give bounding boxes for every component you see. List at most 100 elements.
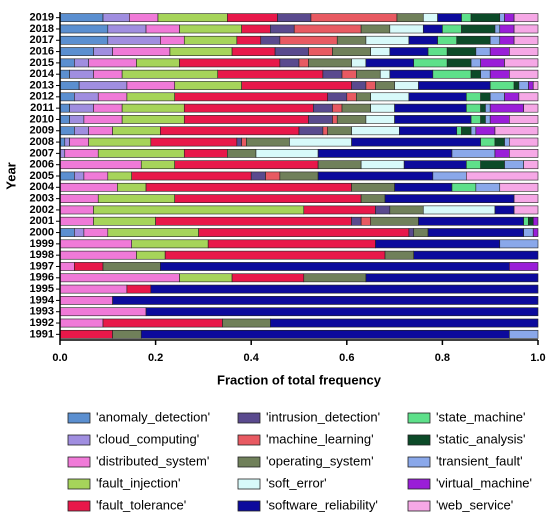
x-tick-label: 0.4 [244,352,260,364]
y-tick-label: 1994 [30,294,55,306]
bar-segment [174,81,242,90]
bar-segment [332,47,371,56]
bar-segment [59,103,70,113]
legend-label: 'soft_error' [266,475,327,490]
y-tick-label: 2018 [30,23,54,35]
bar-segment [140,329,510,339]
bar-segment [88,137,152,147]
bar-segment [465,103,481,113]
bar-segment [83,115,123,124]
bar-segment [74,228,85,237]
y-tick-label: 1992 [30,317,54,329]
bar-segment [365,115,395,124]
bar-segment [375,205,391,215]
bar-segment [513,194,539,203]
bar-segment [480,137,496,147]
y-tick-label: 2009 [30,125,54,137]
y-tick-label: 2007 [30,147,54,159]
bar-segment [480,69,491,79]
bar-segment [59,250,137,260]
bar-segment [370,47,391,56]
bar-segment [365,58,415,68]
legend-label: 'intrusion_detection' [266,409,380,424]
bar-segment [126,81,176,90]
legend-swatch [67,412,91,424]
bar-segment [427,228,524,237]
legend-label: 'state_machine' [436,409,526,424]
bar-segment [241,137,247,147]
bar-segment [246,137,290,147]
bar-segment [408,228,415,237]
bar-segment [157,13,228,23]
bar-segment [475,126,496,136]
bar-segment [121,69,219,79]
bar-segment [59,205,94,215]
legend-swatch [67,478,91,490]
bar-segment [480,103,486,113]
y-tick-label: 2008 [30,136,54,148]
bar-segment [509,69,539,79]
bar-segment [260,35,281,45]
legend-label: 'transient_fault' [436,453,523,468]
bar-segment [74,262,104,271]
bar-segment [418,216,524,226]
bar-segment [317,160,362,170]
bar-segment [179,24,242,34]
bar-segment [351,137,481,147]
y-tick-label: 2012 [30,91,54,103]
bar-segment [365,81,376,90]
bar-segment [59,194,99,203]
bar-segment [179,58,281,68]
bar-segment [480,160,505,170]
bar-segment [408,92,467,102]
bar-segment [298,58,309,68]
y-tick-label: 1991 [30,328,54,340]
bar-segment [117,182,147,192]
y-tick-label: 1998 [30,249,54,261]
bar-segment [532,81,539,90]
bar-segment [494,24,501,34]
bar-segment [456,35,491,45]
legend-label: 'fault_injection' [96,475,180,490]
legend-swatch [237,478,261,490]
y-tick-label: 1996 [30,272,54,284]
bar-segment [59,92,75,102]
bar-segment [509,115,539,124]
bar-segment [475,182,501,192]
bar-segment [231,273,305,283]
bar-segment [121,115,185,124]
y-tick-label: 1995 [30,283,54,295]
bar-segment [93,216,156,226]
y-tick-label: 1993 [30,306,54,318]
bar-segment [140,160,176,170]
bar-segment [513,205,539,215]
bar-segment [227,149,257,158]
bar-segment [499,24,515,34]
bar-segment [303,205,376,215]
bar-segment [341,103,371,113]
legend-swatch [237,434,261,446]
bar-segment [160,126,300,136]
legend-label: 'operating_system' [266,453,374,468]
legend-label: 'software_reliability' [266,497,378,512]
bar-segment [351,58,367,68]
bar-segment [365,35,410,45]
bar-segment [509,329,539,339]
bar-segment [470,69,481,79]
bar-segment [279,171,319,181]
bar-segment [160,35,185,45]
bar-segment [183,149,228,158]
bar-segment [384,194,515,203]
bar-segment [59,81,80,90]
bar-segment [303,273,367,283]
bar-segment [69,137,89,147]
bar-segment [518,81,529,90]
bar-segment [489,47,510,56]
bar-segment [346,92,357,102]
bar-segment [394,103,467,113]
bar-segment [179,273,233,283]
bar-segment [485,115,491,124]
bar-segment [183,103,314,113]
legend-label: 'anomaly_detection' [96,409,210,424]
bar-segment [389,24,424,34]
